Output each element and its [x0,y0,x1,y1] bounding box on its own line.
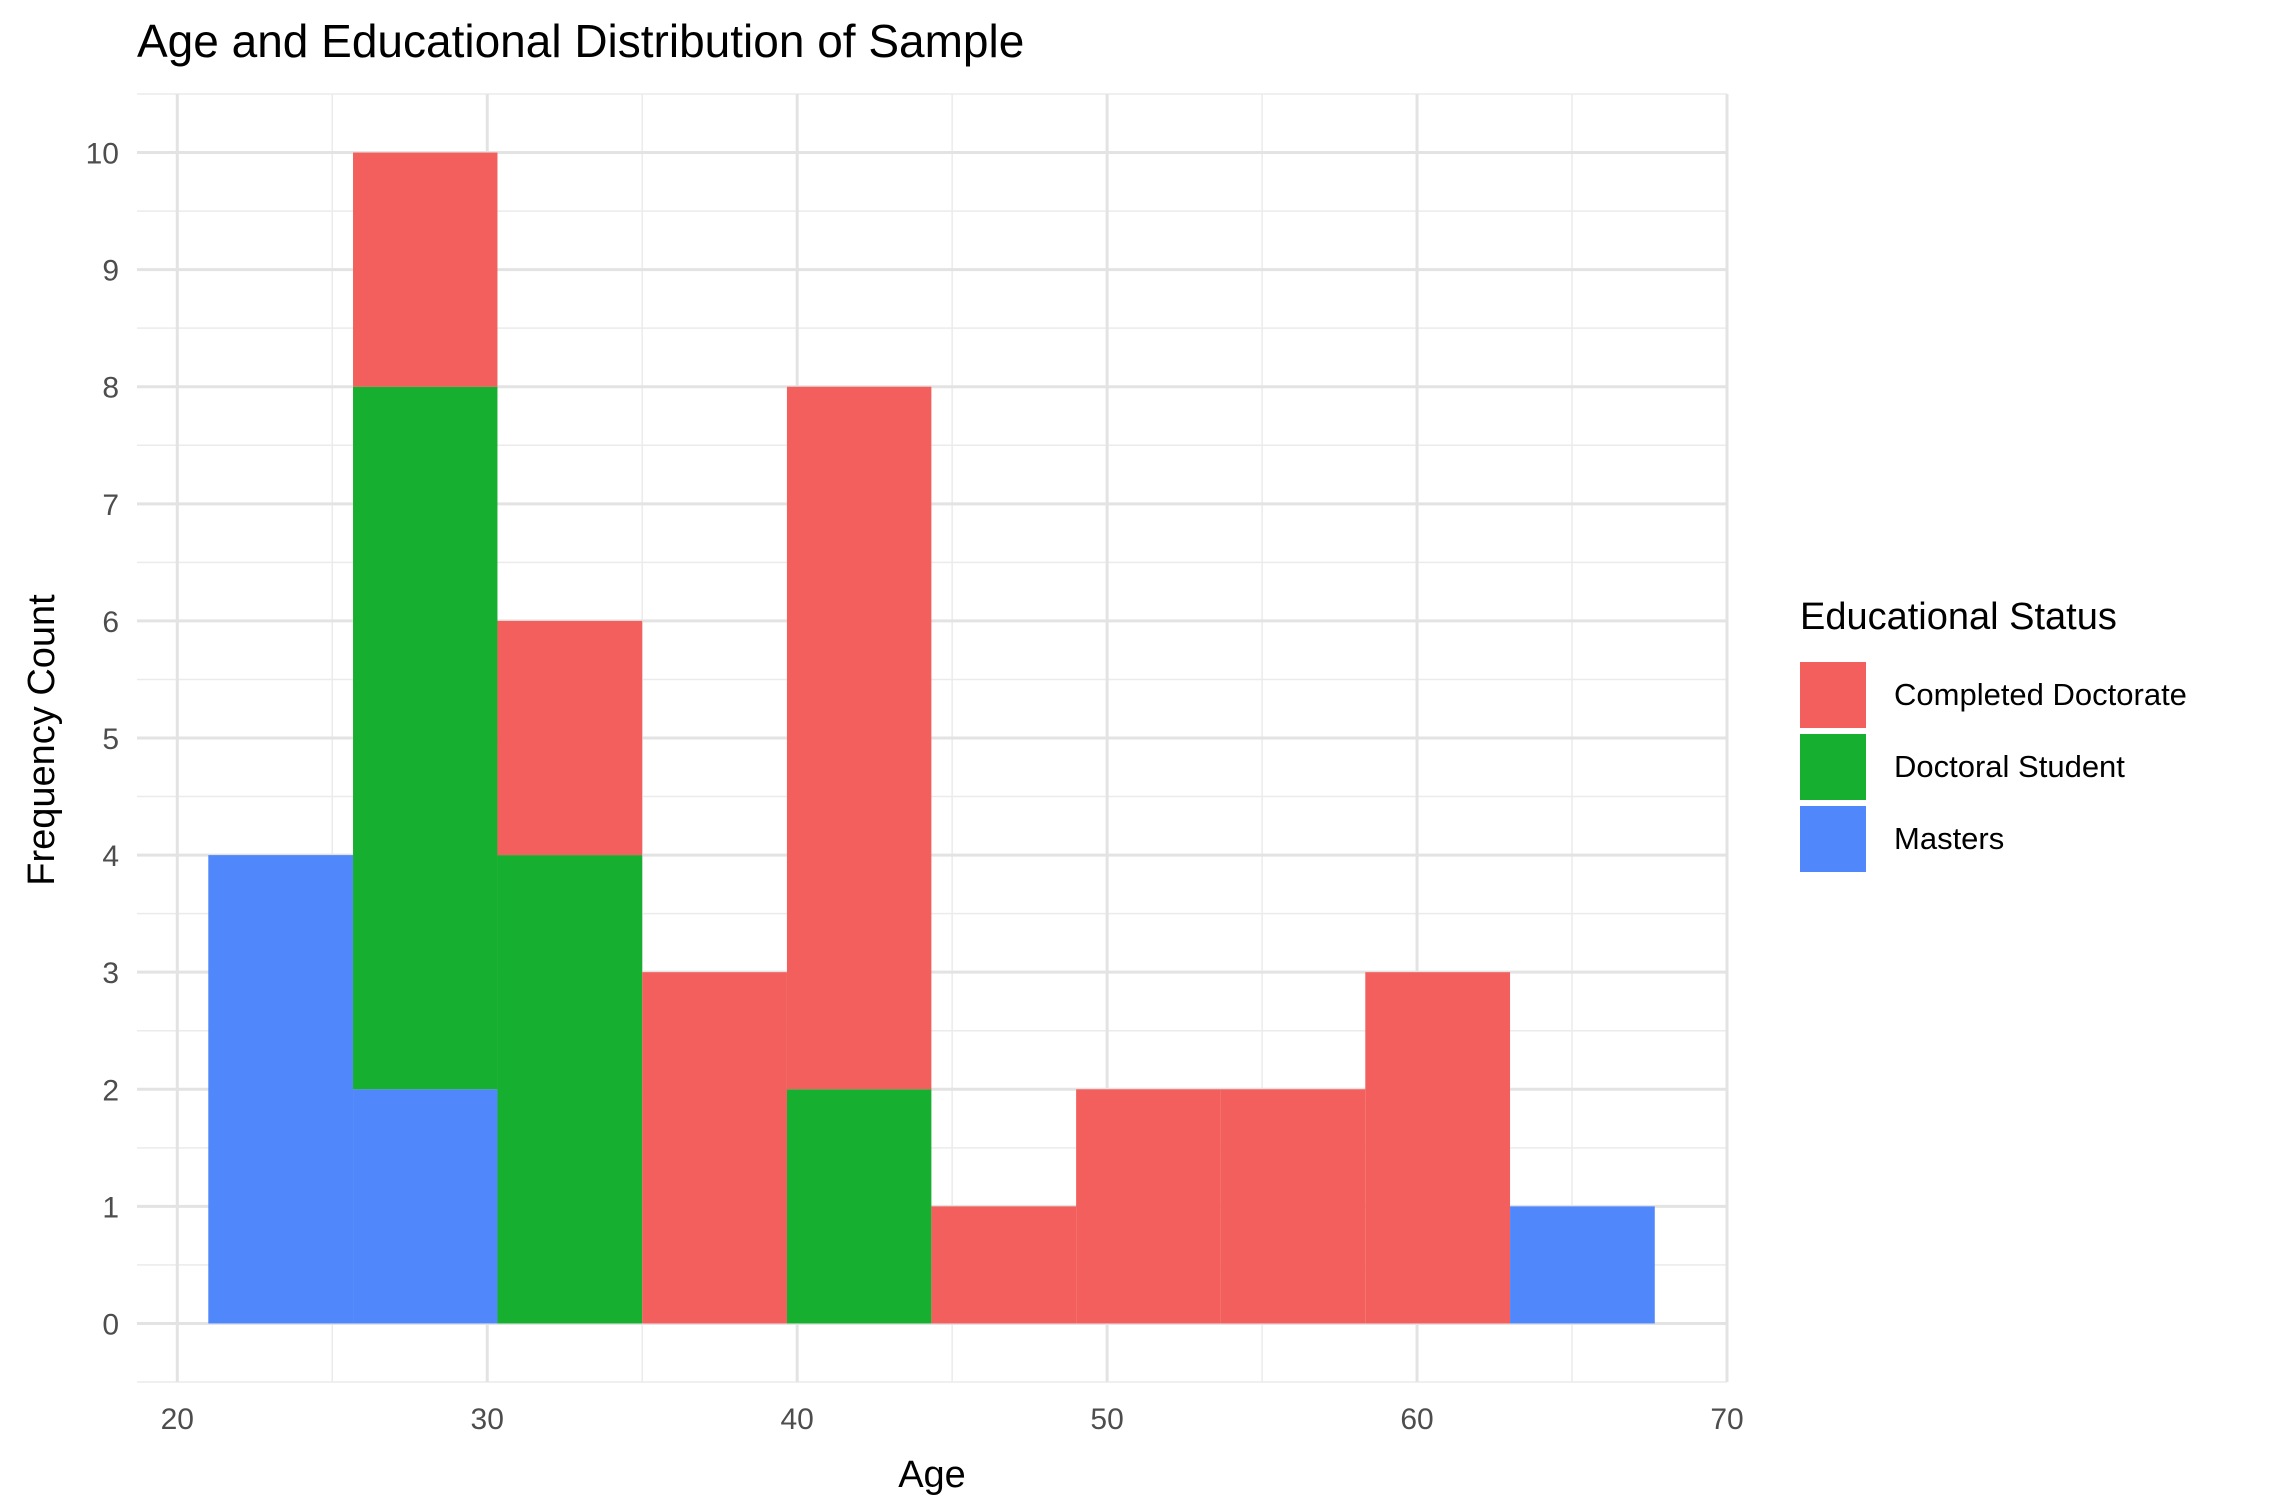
legend-item-completed-doctorate: Completed Doctorate [1800,659,2187,731]
legend-items: Completed Doctorate Doctoral Student Maste… [1800,659,2187,875]
x-tick-label: 20 [161,1403,194,1436]
bar-doctoral-student [786,1089,932,1324]
bar-completed-doctorate [1220,1089,1366,1324]
bar-completed-doctorate [642,972,787,1324]
bar-doctoral-student [497,855,643,1324]
bar-masters [208,855,354,1324]
x-tick-label: 50 [1090,1403,1123,1436]
bar-masters [1510,1206,1655,1324]
bar-completed-doctorate [786,386,932,1090]
legend-key-completed-doctorate [1800,662,1866,728]
y-tick-label: 3 [102,957,119,990]
bar-completed-doctorate [353,152,498,387]
bar-completed-doctorate [931,1206,1077,1324]
y-tick-label: 10 [86,138,119,171]
y-tick-label: 9 [102,255,119,288]
bar-completed-doctorate [497,620,643,856]
y-tick-label: 0 [102,1308,119,1341]
legend-label: Doctoral Student [1894,749,2125,784]
x-tick-labels: 20 30 40 50 60 70 [161,1403,1744,1436]
legend-label: Masters [1894,821,2005,856]
chart-title: Age and Educational Distribution of Samp… [137,15,1025,67]
x-tick-label: 40 [780,1403,813,1436]
x-tick-label: 60 [1400,1403,1433,1436]
bar-doctoral-student [353,386,498,1090]
bars [208,152,1655,1324]
legend-item-masters: Masters [1800,803,2187,875]
legend-title: Educational Status [1800,596,2117,638]
legend-label: Completed Doctorate [1894,677,2187,712]
legend: Educational Status Completed Doctorate Do… [1800,596,2187,875]
y-axis-title: Frequency Count [21,594,63,886]
x-axis-title: Age [898,1454,966,1496]
bar-completed-doctorate [1076,1089,1221,1324]
x-tick-label: 30 [471,1403,504,1436]
bar-completed-doctorate [1365,972,1511,1324]
y-tick-label: 2 [102,1074,119,1107]
legend-item-doctoral-student: Doctoral Student [1800,731,2187,803]
y-tick-label: 7 [102,489,119,522]
y-tick-labels: 0 1 2 3 4 5 6 7 8 9 10 [86,138,119,1342]
legend-key-doctoral-student [1800,734,1866,800]
y-tick-label: 4 [102,840,119,873]
x-tick-label: 70 [1710,1403,1743,1436]
y-tick-label: 1 [102,1191,119,1224]
bar-masters [353,1089,498,1324]
y-tick-label: 8 [102,372,119,405]
y-tick-label: 5 [102,723,119,756]
legend-key-masters [1800,806,1866,872]
y-tick-label: 6 [102,606,119,639]
